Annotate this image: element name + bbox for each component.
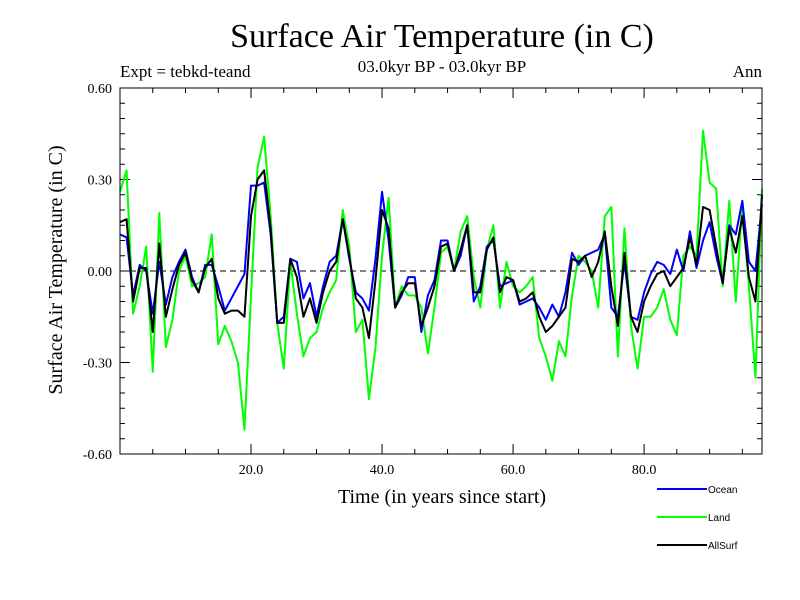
series-line-allsurf	[119, 169, 763, 340]
x-tick-label: 20.0	[239, 463, 264, 478]
legend: Ocean Land AllSurf	[657, 485, 738, 552]
plot-area: -0.60 -0.30 0.00 0.30 0.60 20.0 40.0 60.0 80.0	[83, 82, 763, 478]
legend-label-ocean: Ocean	[708, 485, 737, 496]
series-layer	[119, 129, 763, 431]
y-tick-label: 0.60	[88, 82, 113, 97]
y-axis-label: Surface Air Temperature (in C)	[45, 145, 67, 394]
x-tick-label: 40.0	[370, 463, 395, 478]
y-tick-label: -0.30	[83, 357, 112, 372]
chart-title: Surface Air Temperature (in C)	[230, 18, 654, 55]
legend-label-allsurf: AllSurf	[708, 541, 738, 552]
season-label: Ann	[733, 62, 763, 81]
y-tick-label: 0.00	[88, 265, 113, 280]
series-line-ocean	[119, 181, 763, 333]
y-axis: -0.60 -0.30 0.00 0.30 0.60	[83, 82, 762, 463]
x-tick-label: 80.0	[632, 463, 657, 478]
x-axis-label: Time (in years since start)	[338, 486, 546, 508]
plot-frame	[119, 87, 763, 455]
y-tick-label: 0.30	[88, 174, 113, 189]
legend-label-land: Land	[708, 513, 730, 524]
experiment-label: Expt = tebkd-teand	[120, 62, 251, 81]
x-tick-label: 60.0	[501, 463, 526, 478]
y-tick-label: -0.60	[83, 448, 112, 463]
chart-subtitle: 03.0kyr BP - 03.0kyr BP	[358, 57, 526, 76]
x-axis: 20.0 40.0 60.0 80.0	[152, 88, 743, 478]
